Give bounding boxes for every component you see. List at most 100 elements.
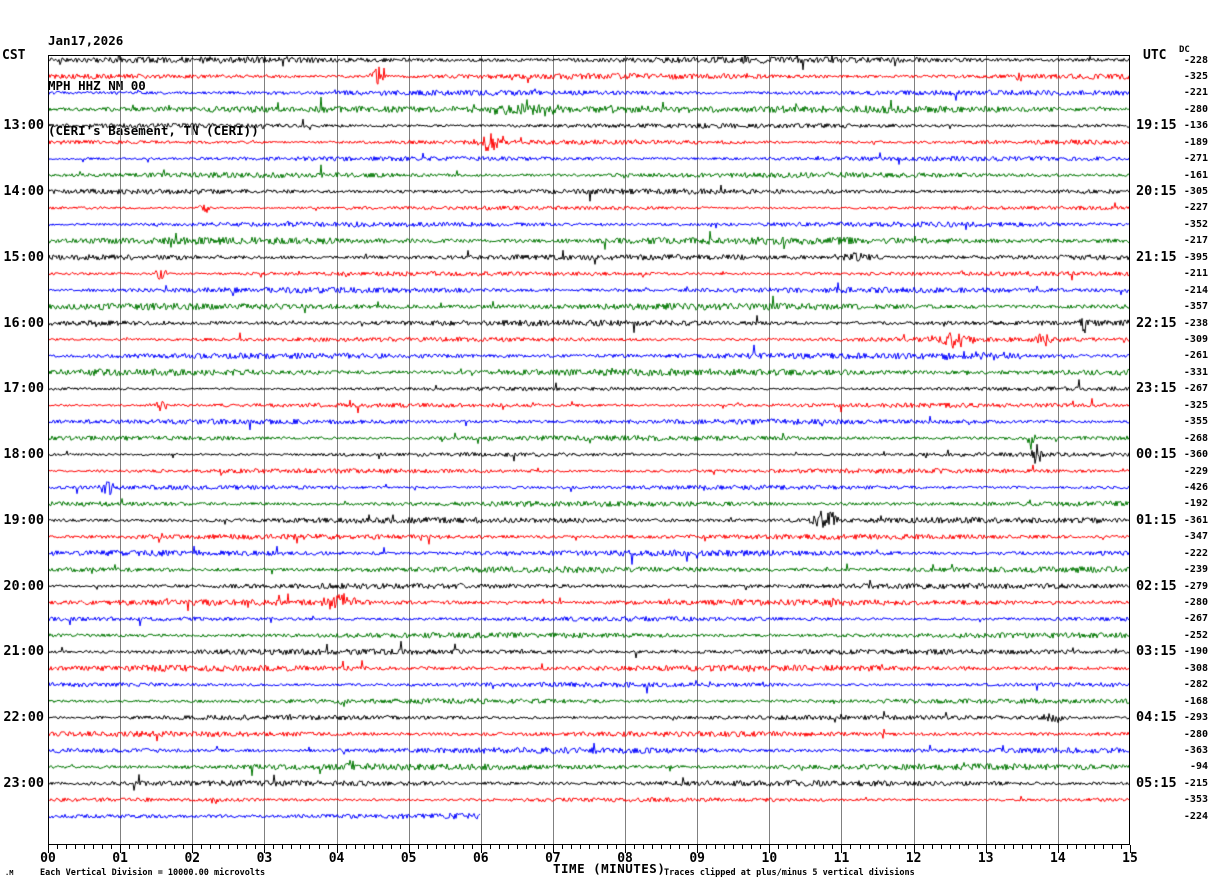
seismogram-trace-canvas xyxy=(49,56,1129,844)
cst-hour-label: 13:00 xyxy=(3,117,44,134)
minor-tick xyxy=(760,845,762,849)
minor-tick xyxy=(246,845,248,849)
clipping-note: Traces clipped at plus/minus 5 vertical … xyxy=(664,868,915,878)
utc-hour-label: 05:15 xyxy=(1136,774,1177,791)
minor-tick xyxy=(895,845,897,849)
dc-offset-value: -280 xyxy=(1183,103,1208,115)
major-tick xyxy=(1130,845,1131,853)
minor-tick xyxy=(390,845,392,849)
dc-offset-value: -309 xyxy=(1183,333,1208,345)
major-tick xyxy=(480,845,482,853)
minor-tick xyxy=(1075,845,1077,849)
dc-offset-value: -305 xyxy=(1183,186,1208,198)
minor-tick xyxy=(543,845,545,849)
minor-tick xyxy=(886,845,888,849)
dc-offset-value: -267 xyxy=(1183,383,1208,395)
x-tick-label: 08 xyxy=(617,851,633,866)
minor-tick xyxy=(363,845,365,849)
dc-offset-value: -361 xyxy=(1183,514,1208,526)
dc-offset-value: -221 xyxy=(1183,87,1208,99)
dc-offset-header: DC xyxy=(1179,45,1190,55)
right-timezone-header: UTC xyxy=(1143,48,1167,63)
minor-tick xyxy=(219,845,221,849)
x-tick-label: 11 xyxy=(833,851,850,866)
dc-offset-value: -282 xyxy=(1183,679,1208,691)
utc-hour-label: 00:15 xyxy=(1136,446,1177,463)
minor-tick xyxy=(1030,845,1032,849)
minor-tick xyxy=(507,845,509,849)
major-tick xyxy=(336,845,338,853)
x-tick-label: 05 xyxy=(400,851,417,866)
x-tick-label: 12 xyxy=(905,851,922,866)
dc-offset-value: -268 xyxy=(1183,432,1208,444)
x-tick-label: 10 xyxy=(761,851,778,866)
minor-tick xyxy=(147,845,149,849)
minor-tick xyxy=(688,845,690,849)
x-tick-label: 04 xyxy=(328,851,345,866)
major-tick xyxy=(1057,845,1059,853)
minor-tick xyxy=(183,845,185,849)
dc-offset-value: -228 xyxy=(1183,54,1208,66)
minor-tick xyxy=(931,845,933,849)
major-tick xyxy=(625,845,627,853)
minor-tick xyxy=(237,845,239,849)
minor-tick xyxy=(498,845,500,849)
minor-tick xyxy=(84,845,86,849)
helicorder-plot-area xyxy=(48,55,1130,845)
minor-tick xyxy=(372,845,374,849)
minor-tick xyxy=(309,845,311,849)
minor-tick xyxy=(598,845,600,849)
minor-tick xyxy=(174,845,176,849)
dc-offset-value: -238 xyxy=(1183,317,1208,329)
major-tick xyxy=(552,845,554,853)
x-axis-title: TIME (MINUTES) xyxy=(553,861,666,876)
dc-offset-value: -308 xyxy=(1183,662,1208,674)
minor-tick xyxy=(165,845,167,849)
minor-tick xyxy=(1039,845,1041,849)
minor-tick xyxy=(570,845,572,849)
vertical-scale-note: Each Vertical Division = 10000.00 microv… xyxy=(40,868,266,878)
dc-offset-value: -279 xyxy=(1183,580,1208,592)
minor-tick xyxy=(868,845,870,849)
utc-hour-label: 20:15 xyxy=(1136,183,1177,200)
dc-offset-value: -355 xyxy=(1183,416,1208,428)
minor-tick xyxy=(417,845,419,849)
minor-tick xyxy=(607,845,609,849)
dc-offset-value: -280 xyxy=(1183,597,1208,609)
x-tick-label: 13 xyxy=(977,851,994,866)
minor-tick xyxy=(1012,845,1014,849)
minor-tick xyxy=(462,845,464,849)
dc-offset-value: -136 xyxy=(1183,120,1208,132)
dc-offset-value: -293 xyxy=(1183,712,1208,724)
dc-offset-value: -353 xyxy=(1183,794,1208,806)
minor-tick xyxy=(426,845,428,849)
minor-tick xyxy=(589,845,590,849)
minor-tick xyxy=(300,845,302,849)
minor-tick xyxy=(643,845,645,849)
utc-hour-label: 21:15 xyxy=(1136,248,1177,265)
x-tick-label: 00 xyxy=(40,851,56,866)
minor-tick xyxy=(679,845,681,849)
minor-tick xyxy=(832,845,834,849)
utc-hour-label: 03:15 xyxy=(1136,643,1177,660)
minor-tick xyxy=(381,845,383,849)
major-tick xyxy=(408,845,410,853)
dc-offset-value: -325 xyxy=(1183,70,1208,82)
dc-offset-value: -192 xyxy=(1183,498,1208,510)
minor-tick xyxy=(715,845,717,849)
minor-tick xyxy=(255,845,257,849)
minor-tick xyxy=(102,845,104,849)
dc-offset-value: -229 xyxy=(1183,465,1208,477)
minor-tick xyxy=(327,845,329,849)
minor-tick xyxy=(958,845,960,849)
minor-tick xyxy=(967,845,969,849)
dc-offset-value: -227 xyxy=(1183,202,1208,214)
dc-offset-value: -267 xyxy=(1183,613,1208,625)
minor-tick xyxy=(1003,845,1005,849)
minor-tick xyxy=(904,845,906,849)
dc-offset-value: -211 xyxy=(1183,268,1208,280)
minor-tick xyxy=(1111,845,1113,849)
x-tick-label: 09 xyxy=(689,851,706,866)
major-tick xyxy=(841,845,843,853)
utc-hour-label: 23:15 xyxy=(1136,380,1177,397)
